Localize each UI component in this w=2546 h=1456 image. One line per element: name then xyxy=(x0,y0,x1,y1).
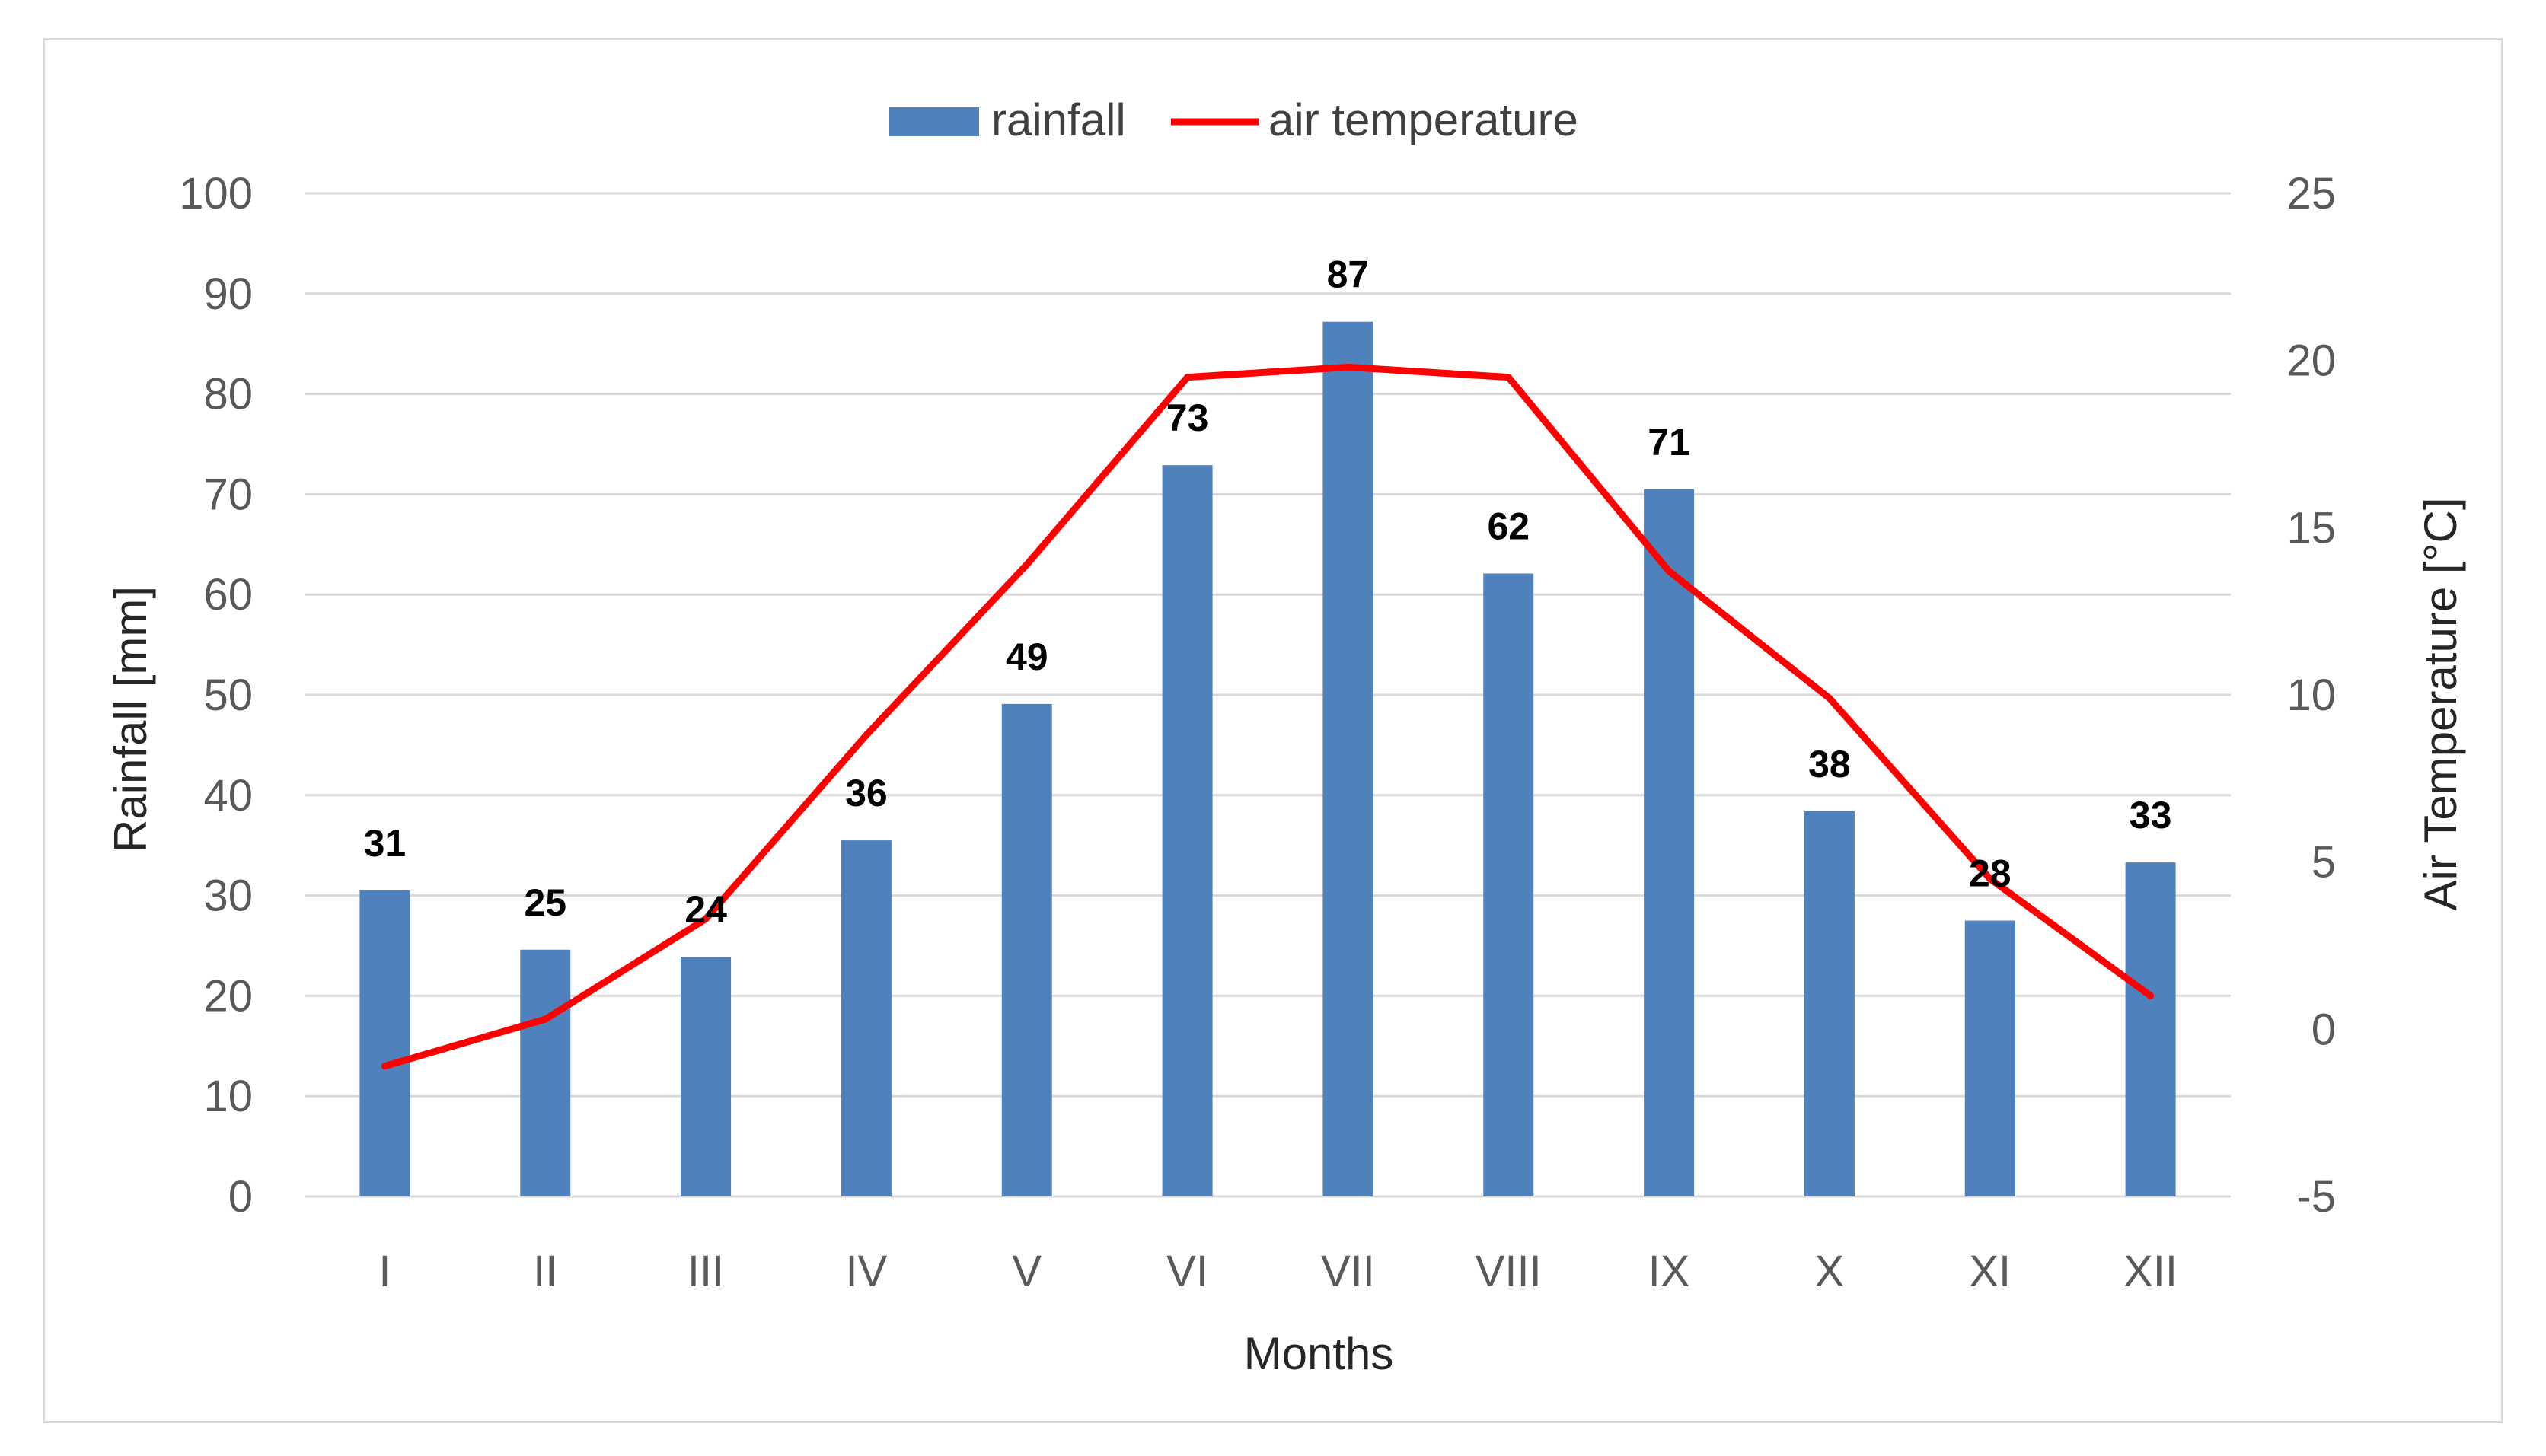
x-tick-label: VII xyxy=(1321,1247,1375,1296)
data-labels: 31 25 24 36 49 73 87 62 71 38 28 33 xyxy=(364,253,2172,931)
x-tick-label: VIII xyxy=(1476,1247,1542,1296)
y-tick-label: 20 xyxy=(203,971,253,1021)
data-label-X: 38 xyxy=(1808,743,1851,785)
rainfall-bar-VIII xyxy=(1483,573,1534,1196)
y-tick-label: 80 xyxy=(203,370,253,419)
data-label-VIII: 62 xyxy=(1487,505,1530,548)
x-tick-label: I xyxy=(378,1247,391,1296)
y-tick-label: 30 xyxy=(203,871,253,921)
legend-air-temperature-label: air temperature xyxy=(1268,94,1578,145)
y-tick-label: 10 xyxy=(203,1072,253,1121)
y-tick-label: 90 xyxy=(203,269,253,319)
x-axis-title: Months xyxy=(1244,1328,1394,1379)
data-label-I: 31 xyxy=(364,822,407,865)
rainfall-bar-V xyxy=(1001,703,1052,1196)
x-tick-label: IV xyxy=(846,1247,888,1296)
rainfall-bar-III xyxy=(681,956,732,1196)
legend: rainfall air temperature xyxy=(889,94,1578,145)
data-label-II: 25 xyxy=(524,881,566,924)
y2-tick-label: 10 xyxy=(2286,671,2336,720)
data-label-III: 24 xyxy=(684,888,727,931)
y2-tick-label: -5 xyxy=(2296,1172,2336,1222)
legend-rainfall-label: rainfall xyxy=(991,94,1126,145)
y2-tick-label: 5 xyxy=(2312,838,2336,887)
data-label-V: 49 xyxy=(1006,636,1048,678)
rainfall-bars xyxy=(359,321,2176,1197)
chart-frame xyxy=(43,38,2503,1423)
data-label-XII: 33 xyxy=(2130,794,2172,836)
rainfall-bar-VII xyxy=(1322,321,1374,1197)
rainfall-bar-I xyxy=(359,890,410,1196)
rainfall-bar-IV xyxy=(841,840,892,1196)
y-tick-label: 100 xyxy=(179,169,253,218)
x-tick-label: III xyxy=(688,1247,724,1296)
air-temperature-line xyxy=(381,363,2155,1070)
legend-rainfall-swatch xyxy=(889,107,979,136)
rainfall-bar-XII xyxy=(2125,862,2176,1196)
y-tick-label: 40 xyxy=(203,771,253,820)
y-tick-label: 70 xyxy=(203,470,253,519)
data-label-VII: 87 xyxy=(1327,253,1370,296)
temperature-line-layer xyxy=(381,363,2155,1070)
y-tick-label: 50 xyxy=(203,671,253,720)
x-tick-label: IX xyxy=(1648,1247,1690,1296)
y-tick-label: 0 xyxy=(228,1172,253,1222)
y2-tick-label: 20 xyxy=(2286,336,2336,386)
y-axis-title: Rainfall [mm] xyxy=(105,586,156,852)
rainfall-bar-IX xyxy=(1644,489,1695,1196)
data-label-VI: 73 xyxy=(1166,397,1209,439)
rainfall-bar-XI xyxy=(1964,920,2015,1196)
rainfall-bar-II xyxy=(520,949,571,1196)
gridlines xyxy=(305,192,2231,1198)
x-tick-label: X xyxy=(1815,1247,1845,1296)
x-tick-label: II xyxy=(533,1247,557,1296)
y2-axis-title: Air Temperature [°C] xyxy=(2415,497,2466,910)
data-label-XI: 28 xyxy=(1969,852,2012,895)
x-tick-label: XII xyxy=(2123,1247,2178,1296)
y2-tick-label: 25 xyxy=(2286,169,2336,218)
y2-tick-label: 0 xyxy=(2312,1005,2336,1054)
x-tick-label: V xyxy=(1012,1247,1042,1296)
x-tick-label: XI xyxy=(1969,1247,2011,1296)
rainfall-bar-VI xyxy=(1162,465,1213,1196)
x-tick-label: VI xyxy=(1166,1247,1208,1296)
data-label-IV: 36 xyxy=(845,772,888,814)
y-tick-label: 60 xyxy=(203,570,253,620)
data-label-IX: 71 xyxy=(1648,421,1690,464)
y2-tick-label: 15 xyxy=(2286,503,2336,553)
rainfall-bar-X xyxy=(1804,811,1855,1196)
